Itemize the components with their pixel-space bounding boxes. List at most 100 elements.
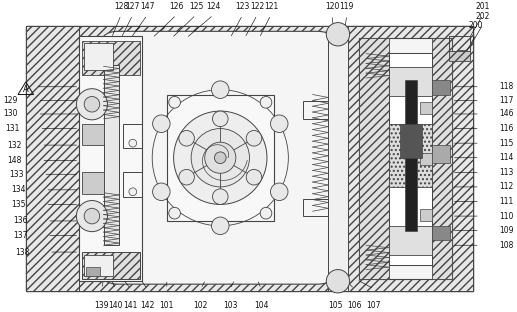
Circle shape	[169, 96, 180, 108]
Bar	[84, 255, 113, 276]
Text: 135: 135	[11, 200, 26, 209]
Bar	[26, 270, 473, 291]
Text: 141: 141	[124, 301, 138, 310]
Text: 136: 136	[13, 217, 28, 226]
Text: 107: 107	[367, 301, 381, 310]
Bar	[388, 53, 432, 265]
Bar	[457, 50, 466, 58]
Bar	[400, 124, 421, 158]
Text: 113: 113	[499, 168, 514, 177]
Text: 126: 126	[170, 2, 184, 11]
Text: 200: 200	[469, 21, 483, 30]
Text: 148: 148	[8, 156, 22, 165]
Circle shape	[246, 130, 262, 146]
Circle shape	[174, 111, 267, 204]
Text: 139: 139	[95, 301, 109, 310]
Circle shape	[179, 169, 194, 185]
Bar	[359, 38, 452, 279]
Text: 108: 108	[499, 241, 514, 250]
Circle shape	[205, 142, 236, 173]
Circle shape	[212, 189, 228, 204]
Bar	[82, 252, 140, 279]
Text: 124: 124	[206, 2, 221, 11]
Circle shape	[260, 207, 272, 219]
Text: 128: 128	[114, 2, 128, 11]
Text: 116: 116	[499, 124, 514, 133]
Text: 140: 140	[108, 301, 123, 310]
Text: 117: 117	[499, 96, 514, 105]
Bar	[82, 124, 103, 145]
Circle shape	[129, 188, 136, 196]
Bar	[103, 65, 119, 245]
Text: 104: 104	[254, 301, 268, 310]
Bar	[86, 267, 100, 276]
Bar	[432, 80, 450, 95]
Text: 102: 102	[194, 301, 208, 310]
Text: 114: 114	[499, 153, 514, 162]
Text: 202: 202	[476, 12, 490, 21]
Bar	[347, 27, 473, 291]
Text: 132: 132	[8, 141, 22, 149]
Bar	[167, 95, 274, 221]
Text: 125: 125	[189, 2, 203, 11]
Text: 133: 133	[9, 170, 24, 179]
Bar	[84, 43, 113, 70]
Bar	[432, 145, 450, 163]
Bar	[420, 153, 432, 164]
Circle shape	[169, 207, 180, 219]
Text: 137: 137	[13, 231, 28, 240]
Bar	[449, 36, 470, 51]
Bar	[388, 53, 432, 265]
Bar	[420, 209, 432, 221]
Text: 101: 101	[160, 301, 174, 310]
Circle shape	[270, 115, 288, 133]
Text: 118: 118	[499, 82, 513, 91]
Bar	[420, 102, 432, 114]
Bar	[388, 226, 432, 255]
Text: 134: 134	[11, 185, 26, 194]
Circle shape	[211, 217, 229, 235]
Bar	[123, 124, 143, 148]
Circle shape	[212, 111, 228, 127]
Bar	[405, 80, 417, 231]
Text: 147: 147	[140, 2, 155, 11]
Text: 127: 127	[126, 2, 140, 11]
Text: 112: 112	[499, 183, 513, 192]
Text: 111: 111	[499, 197, 513, 206]
FancyBboxPatch shape	[99, 31, 337, 284]
Bar	[82, 41, 140, 75]
Text: 120: 120	[325, 2, 339, 11]
Bar	[26, 27, 473, 291]
Bar	[432, 226, 450, 241]
Circle shape	[191, 129, 250, 187]
Circle shape	[129, 139, 136, 147]
Text: 123: 123	[235, 2, 250, 11]
Circle shape	[153, 183, 170, 201]
Text: 146: 146	[499, 110, 514, 119]
Text: 105: 105	[328, 301, 342, 310]
Circle shape	[215, 152, 226, 163]
Bar	[449, 51, 470, 61]
Bar	[347, 27, 473, 291]
Text: A: A	[23, 85, 28, 94]
Bar	[388, 67, 432, 96]
Circle shape	[326, 22, 349, 46]
Circle shape	[77, 89, 108, 120]
Text: 103: 103	[223, 301, 237, 310]
Text: 131: 131	[6, 124, 20, 133]
Bar	[82, 172, 103, 194]
Circle shape	[270, 183, 288, 201]
Circle shape	[211, 81, 229, 98]
Text: 109: 109	[499, 226, 514, 235]
Bar	[123, 172, 143, 197]
Bar	[388, 124, 432, 187]
Bar	[79, 36, 143, 281]
Text: 115: 115	[499, 139, 514, 148]
Bar	[26, 27, 79, 291]
Bar	[26, 27, 473, 46]
Text: 138: 138	[16, 247, 29, 256]
Circle shape	[260, 96, 272, 108]
Bar	[359, 38, 388, 279]
Circle shape	[84, 96, 100, 112]
Text: 129: 129	[4, 96, 18, 105]
